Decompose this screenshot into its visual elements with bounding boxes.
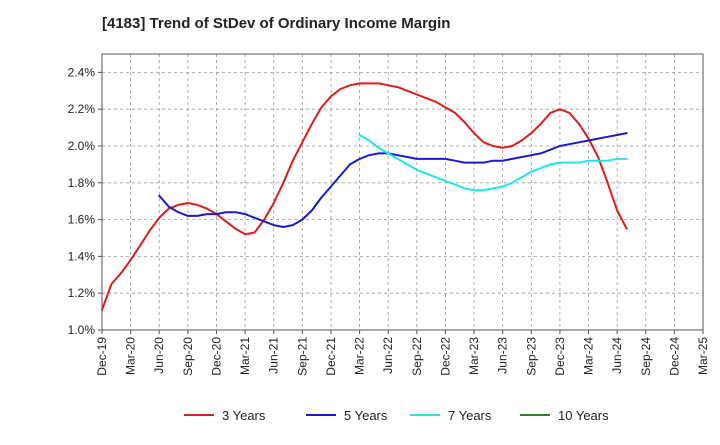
x-tick-label: Sep-24 bbox=[639, 337, 653, 376]
y-axis: 1.0% 1.2% 1.4% 1.6% 1.8% 2.0% 2.2% 2.4% bbox=[68, 65, 102, 337]
x-tick-label: Dec-20 bbox=[209, 337, 223, 376]
x-tick-label: Sep-22 bbox=[410, 337, 424, 376]
series-line-3-years bbox=[101, 82, 628, 311]
x-tick-label: Dec-22 bbox=[438, 337, 452, 376]
x-tick-label: Sep-21 bbox=[295, 337, 309, 376]
x-tick-label: Sep-20 bbox=[181, 337, 195, 376]
x-tick-label: Sep-23 bbox=[524, 337, 538, 376]
series-line-7-years bbox=[358, 134, 628, 192]
plot-frame bbox=[101, 53, 704, 331]
x-tick-label: Mar-23 bbox=[467, 337, 481, 375]
legend: 3 Years 5 Years 7 Years 10 Years bbox=[184, 408, 609, 423]
x-tick-label: Jun-22 bbox=[381, 337, 395, 374]
y-tick-label: 1.8% bbox=[68, 176, 96, 190]
chart-title: [4183] Trend of StDev of Ordinary Income… bbox=[102, 15, 450, 32]
x-tick-label: Jun-23 bbox=[496, 337, 510, 374]
y-tick-label: 1.4% bbox=[68, 249, 96, 263]
legend-label: 3 Years bbox=[222, 408, 266, 423]
legend-label: 5 Years bbox=[344, 408, 388, 423]
grid bbox=[102, 54, 703, 330]
x-tick-label: Mar-20 bbox=[124, 337, 138, 375]
x-tick-label: Jun-24 bbox=[610, 337, 624, 374]
x-tick-label: Dec-19 bbox=[95, 337, 109, 376]
x-tick-label: Dec-21 bbox=[324, 337, 338, 376]
x-tick-label: Mar-25 bbox=[696, 337, 710, 375]
x-tick-label: Dec-23 bbox=[553, 337, 567, 376]
x-tick-label: Mar-24 bbox=[582, 337, 596, 375]
legend-label: 7 Years bbox=[448, 408, 492, 423]
y-tick-label: 1.0% bbox=[68, 323, 96, 337]
series-lines bbox=[101, 82, 628, 311]
series-line-5-years bbox=[158, 132, 628, 228]
x-axis: Dec-19 Mar-20 Jun-20 Sep-20 Dec-20 Mar-21 Jun-… bbox=[95, 330, 710, 376]
y-tick-label: 1.2% bbox=[68, 286, 96, 300]
x-tick-label: Mar-22 bbox=[353, 337, 367, 375]
y-tick-label: 2.4% bbox=[68, 65, 96, 79]
x-tick-label: Jun-21 bbox=[267, 337, 281, 374]
y-tick-label: 2.2% bbox=[68, 102, 96, 116]
y-tick-label: 1.6% bbox=[68, 213, 96, 227]
legend-label: 10 Years bbox=[558, 408, 609, 423]
x-tick-label: Dec-24 bbox=[667, 337, 681, 376]
y-tick-label: 2.0% bbox=[68, 139, 96, 153]
x-tick-label: Jun-20 bbox=[152, 337, 166, 374]
x-tick-label: Mar-21 bbox=[238, 337, 252, 375]
